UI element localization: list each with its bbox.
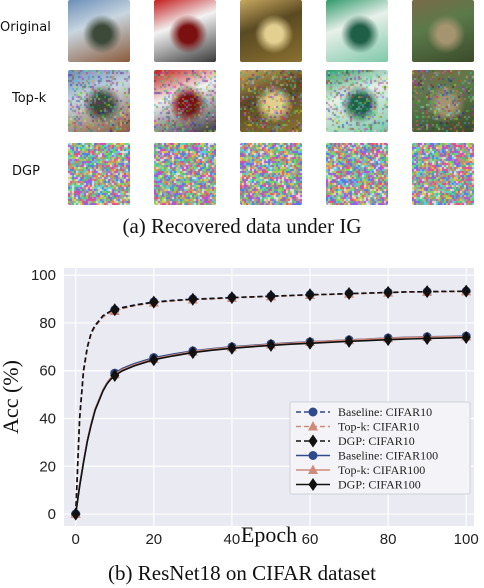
legend-marker <box>308 434 318 448</box>
legend-marker <box>308 451 318 460</box>
data-point <box>149 295 159 309</box>
row-label-dgp: DGP <box>12 164 40 179</box>
y-tick-label: 80 <box>39 315 56 332</box>
x-axis-label: Epoch <box>241 522 297 547</box>
legend-marker <box>308 407 318 417</box>
data-point <box>305 288 315 302</box>
y-tick-label: 40 <box>39 411 56 428</box>
series-line <box>74 336 467 515</box>
legend-marker <box>308 478 318 491</box>
legend-marker <box>308 421 318 431</box>
thumb-ship-dgp <box>68 143 130 205</box>
legend-marker <box>308 464 318 474</box>
data-point <box>461 284 471 298</box>
figure-a-caption: (a) Recovered data under IG <box>122 214 362 238</box>
data-point <box>461 331 471 345</box>
x-tick-label: 80 <box>380 531 397 548</box>
data-point <box>344 334 354 348</box>
thumb-frog-original <box>240 0 302 62</box>
legend-box <box>289 401 471 495</box>
data-point <box>383 333 393 347</box>
thumb-ship-original <box>68 0 130 62</box>
data-point <box>227 341 237 355</box>
legend-label: Top-k: CIFAR100 <box>338 463 425 477</box>
x-tick-label: 100 <box>454 531 479 548</box>
data-point <box>305 336 315 350</box>
x-tick-label: 40 <box>224 531 241 548</box>
row-label-original: Original <box>0 20 51 35</box>
legend-label: Baseline: CIFAR100 <box>338 449 438 463</box>
y-tick-label: 100 <box>31 267 56 284</box>
thumb-ship-topk <box>68 70 130 132</box>
data-point <box>149 353 159 367</box>
thumb-firetruck-topk <box>154 70 216 132</box>
data-point <box>227 291 237 305</box>
thumb-toad-topk <box>412 70 474 132</box>
thumb-toad-dgp <box>412 143 474 205</box>
thumb-frog-topk <box>240 70 302 132</box>
thumb-toad-original <box>412 0 474 62</box>
data-point <box>110 303 120 317</box>
row-label-topk: Top-k <box>12 91 47 106</box>
y-tick-label: 0 <box>48 506 56 523</box>
thumb-boat-on-water-original <box>326 0 388 62</box>
data-point <box>383 285 393 299</box>
series-5 <box>71 331 471 521</box>
legend-label: Top-k: CIFAR10 <box>338 420 419 434</box>
data-point <box>71 507 81 521</box>
series-2 <box>71 284 471 521</box>
x-tick-label: 60 <box>302 531 319 548</box>
data-point <box>266 289 276 303</box>
y-tick-label: 20 <box>39 458 56 475</box>
thumb-boat-on-water-dgp <box>326 143 388 205</box>
data-point <box>422 331 432 345</box>
thumb-firetruck-dgp <box>154 143 216 205</box>
y-axis-label: Acc (%) <box>0 360 23 434</box>
legend-label: DGP: CIFAR100 <box>338 478 421 492</box>
data-point <box>422 285 432 299</box>
data-point <box>110 369 120 382</box>
accuracy-chart: 0 20 40 60 80 100 0 20 40 60 80 100 Baseline: CIFA… <box>0 267 479 548</box>
thumb-frog-dgp <box>240 143 302 205</box>
y-tick-label: 60 <box>39 363 56 380</box>
figure-b-caption: (b) ResNet18 on CIFAR dataset <box>108 561 376 585</box>
data-point <box>344 287 354 301</box>
data-point <box>266 338 276 352</box>
data-point <box>188 292 198 306</box>
series-line <box>74 290 467 515</box>
x-tick-label: 0 <box>72 531 80 548</box>
thumb-boat-on-water-topk <box>326 70 388 132</box>
x-tick-label: 20 <box>145 531 162 548</box>
thumb-firetruck-original <box>154 0 216 62</box>
legend-label: Baseline: CIFAR10 <box>338 405 432 419</box>
legend-label: DGP: CIFAR10 <box>338 434 415 448</box>
data-point <box>188 346 198 360</box>
